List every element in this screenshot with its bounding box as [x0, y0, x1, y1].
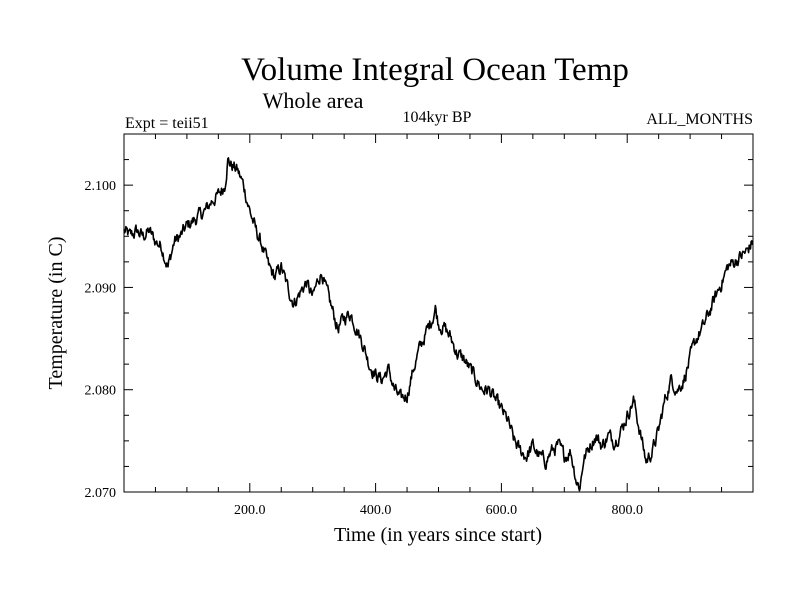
experiment-label: Expt = teii51: [125, 115, 209, 132]
tick-marks: [124, 134, 753, 492]
y-tick-label: 2.090: [85, 281, 117, 296]
months-label: ALL_MONTHS: [646, 111, 753, 128]
period-label: 104kyr BP: [403, 109, 472, 126]
y-tick-label: 2.100: [85, 179, 117, 194]
plot-frame: [123, 133, 754, 493]
x-tick-label: 400.0: [360, 503, 392, 518]
x-tick-label: 600.0: [486, 503, 518, 518]
chart-title: Volume Integral Ocean Temp: [241, 52, 629, 88]
x-axis-label: Time (in years since start): [334, 524, 542, 546]
x-tick-label: 800.0: [611, 503, 643, 518]
temperature-series-line: [123, 157, 754, 492]
chart-subtitle: Whole area: [263, 88, 364, 113]
y-tick-label: 2.080: [85, 384, 117, 399]
tick-labels: 200.0 400.0 600.0 800.0 2.070 2.080 2.090 2.100: [85, 179, 643, 518]
y-tick-label: 2.070: [85, 486, 117, 501]
x-tick-label: 200.0: [234, 503, 266, 518]
y-axis-label: Temperature (in C): [45, 237, 67, 390]
